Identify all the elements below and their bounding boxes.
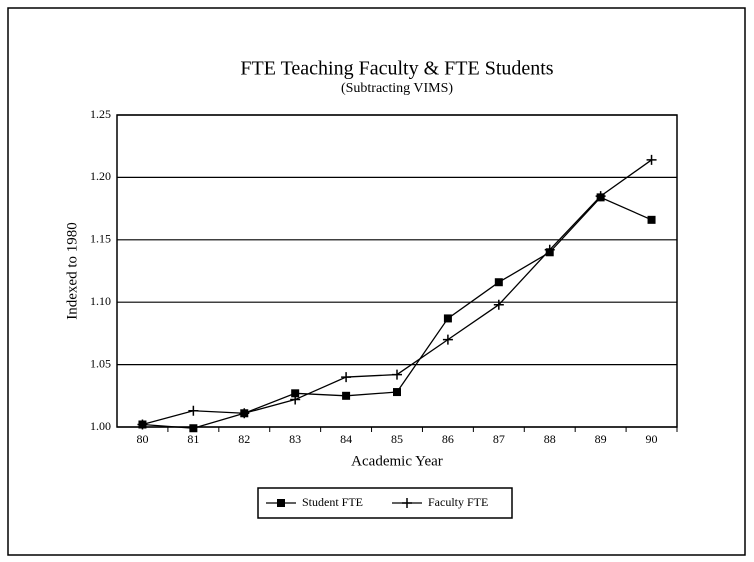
x-tick-label: 85: [391, 432, 403, 446]
marker: [239, 408, 250, 419]
marker: [493, 299, 504, 310]
marker: [595, 191, 606, 202]
chart-subtitle: (Subtracting VIMS): [341, 81, 453, 96]
y-tick-label: 1.05: [90, 356, 111, 370]
marker: [342, 391, 351, 400]
frame: [7, 7, 746, 556]
y-tick-label: 1.15: [90, 232, 111, 246]
x-tick-label: 90: [646, 432, 658, 446]
marker: [647, 215, 656, 224]
x-tick-label: 87: [493, 432, 505, 446]
marker: [188, 405, 199, 416]
y-tick-label: 1.25: [90, 107, 111, 121]
marker: [189, 424, 198, 433]
legend-label: Faculty FTE: [428, 495, 488, 509]
y-axis-label: Indexed to 1980: [64, 222, 80, 319]
marker: [393, 388, 401, 397]
x-axis-label: Academic Year: [351, 453, 443, 469]
marker: [646, 154, 657, 165]
x-tick-label: 82: [238, 432, 250, 446]
x-tick-label: 80: [136, 432, 148, 446]
chart-title: FTE Teaching Faculty & FTE Students: [240, 58, 553, 80]
series-line: [142, 159, 652, 426]
x-tick-label: 83: [289, 432, 301, 446]
marker: [392, 369, 402, 380]
marker: [442, 334, 453, 345]
marker: [291, 389, 300, 398]
marker: [277, 499, 285, 507]
marker: [443, 314, 452, 323]
y-tick-label: 1.00: [90, 419, 111, 433]
plot-area: [116, 114, 678, 428]
marker: [290, 394, 301, 405]
marker: [137, 419, 148, 430]
x-tick-label: 81: [187, 432, 199, 446]
x-tick-label: 88: [544, 432, 556, 446]
legend-label: Student FTE: [302, 495, 363, 509]
marker: [341, 372, 352, 383]
x-tick-label: 89: [595, 432, 607, 446]
y-tick-label: 1.10: [90, 294, 111, 308]
x-tick-label: 86: [442, 432, 454, 446]
y-tick-label: 1.20: [90, 169, 111, 183]
marker: [544, 244, 555, 255]
x-tick-label: 84: [340, 432, 352, 446]
marker: [402, 498, 412, 508]
legend-box: [257, 487, 513, 519]
marker: [494, 278, 503, 287]
